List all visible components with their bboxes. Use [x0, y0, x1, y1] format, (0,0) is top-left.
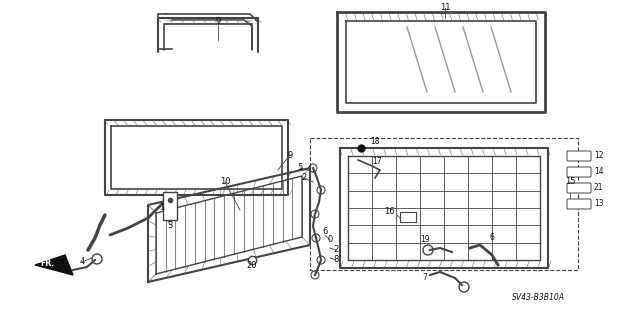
Text: 6: 6: [323, 227, 328, 236]
Text: 17: 17: [372, 158, 381, 167]
Polygon shape: [35, 255, 73, 275]
Text: 12: 12: [594, 151, 604, 160]
Text: 7: 7: [422, 273, 427, 283]
Text: 6: 6: [490, 234, 495, 242]
Bar: [163, 192, 177, 220]
Text: 0: 0: [328, 235, 333, 244]
Text: 3: 3: [167, 220, 173, 229]
Text: SV43-B3B10A: SV43-B3B10A: [512, 293, 565, 302]
Text: 19: 19: [420, 235, 429, 244]
FancyBboxPatch shape: [567, 199, 591, 209]
Text: 4: 4: [79, 257, 84, 266]
Text: 9: 9: [287, 151, 292, 160]
Text: FR.: FR.: [40, 259, 54, 269]
FancyBboxPatch shape: [567, 167, 591, 177]
Text: 16: 16: [385, 207, 395, 217]
Text: 9: 9: [216, 18, 221, 26]
Text: 1: 1: [159, 203, 164, 211]
Text: 18: 18: [370, 137, 380, 146]
Bar: [400, 212, 416, 222]
Text: 15: 15: [564, 177, 575, 187]
Text: 21: 21: [594, 182, 604, 191]
Text: 2: 2: [301, 174, 307, 182]
FancyBboxPatch shape: [567, 151, 591, 161]
Text: 11: 11: [440, 4, 451, 12]
FancyBboxPatch shape: [567, 183, 591, 193]
Text: 5: 5: [298, 164, 303, 173]
Text: 8: 8: [333, 256, 339, 264]
Text: 2: 2: [333, 246, 339, 255]
Text: 20: 20: [247, 261, 257, 270]
Text: 13: 13: [594, 198, 604, 207]
Text: 10: 10: [220, 177, 230, 187]
Text: 14: 14: [594, 167, 604, 175]
